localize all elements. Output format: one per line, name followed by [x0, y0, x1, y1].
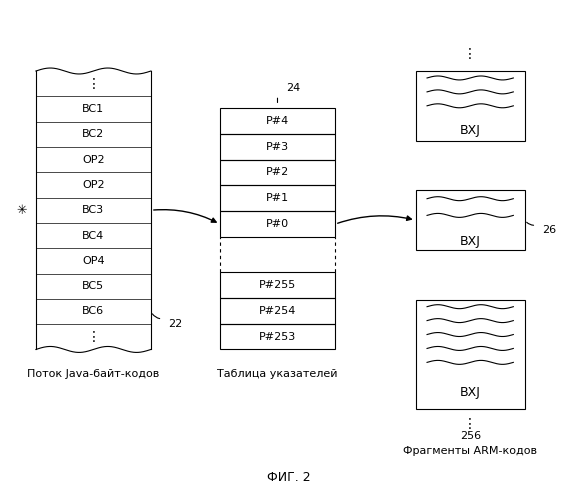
Text: OP2: OP2	[82, 154, 105, 164]
Text: BC2: BC2	[82, 130, 105, 140]
Text: 26: 26	[542, 225, 556, 235]
Text: 22: 22	[168, 319, 183, 329]
Bar	[220, 186, 335, 211]
FancyArrowPatch shape	[154, 210, 216, 222]
Text: P#4: P#4	[266, 116, 289, 126]
Text: Поток Java-байт-кодов: Поток Java-байт-кодов	[27, 370, 160, 380]
Bar	[416, 190, 525, 250]
Bar	[416, 300, 525, 409]
Text: ⋮: ⋮	[463, 47, 477, 61]
Text: P#1: P#1	[266, 194, 289, 203]
Text: ⋮: ⋮	[87, 76, 101, 90]
Text: P#3: P#3	[266, 142, 289, 152]
Text: ФИГ. 2: ФИГ. 2	[267, 470, 311, 484]
Bar	[416, 71, 525, 140]
Text: ⋮: ⋮	[463, 416, 477, 430]
Text: BXJ: BXJ	[460, 124, 481, 136]
Text: P#0: P#0	[266, 219, 289, 229]
Text: BC3: BC3	[82, 205, 105, 215]
Bar	[220, 298, 335, 324]
Bar	[220, 272, 335, 297]
Text: Таблица указателей: Таблица указателей	[217, 370, 338, 380]
Text: OP4: OP4	[82, 256, 105, 266]
Bar	[220, 324, 335, 349]
Bar	[220, 134, 335, 160]
Text: ✳: ✳	[16, 204, 27, 216]
Text: P#255: P#255	[259, 280, 296, 290]
Text: 256: 256	[460, 432, 481, 442]
Text: P#254: P#254	[259, 306, 296, 316]
Text: P#253: P#253	[259, 332, 296, 342]
Bar	[220, 211, 335, 237]
Text: 24: 24	[286, 83, 301, 93]
Text: BC5: BC5	[82, 281, 105, 291]
Text: ⋮: ⋮	[87, 330, 101, 344]
Text: Фрагменты ARM-кодов: Фрагменты ARM-кодов	[403, 446, 537, 456]
Bar	[220, 108, 335, 134]
Bar	[220, 160, 335, 186]
Text: BC1: BC1	[82, 104, 105, 114]
Text: P#2: P#2	[266, 168, 289, 177]
Text: BXJ: BXJ	[460, 386, 481, 399]
Text: BC6: BC6	[82, 306, 105, 316]
FancyArrowPatch shape	[338, 216, 412, 223]
Text: OP2: OP2	[82, 180, 105, 190]
Text: BXJ: BXJ	[460, 234, 481, 248]
Text: BC4: BC4	[82, 230, 105, 240]
